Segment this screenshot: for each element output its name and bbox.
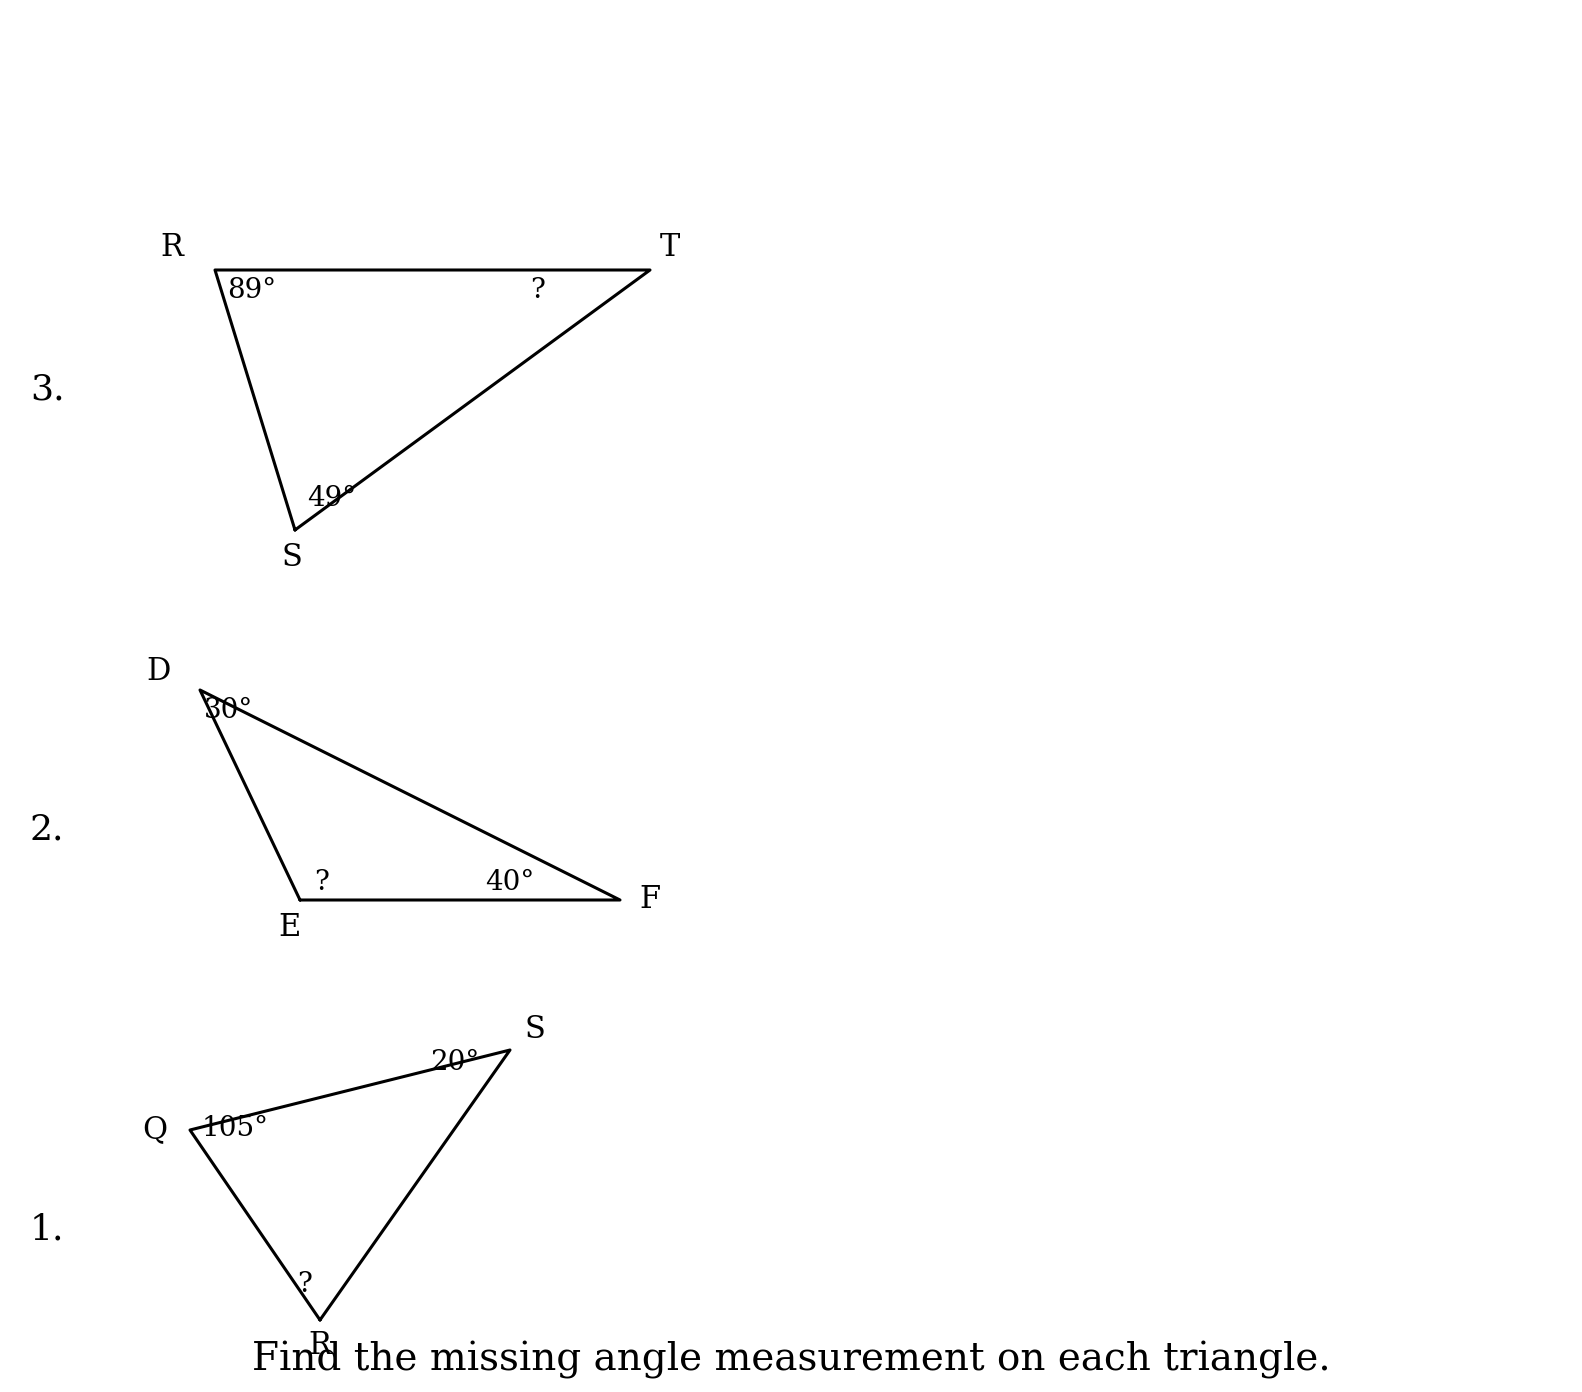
Text: R: R (308, 1329, 332, 1360)
Text: 2.: 2. (30, 813, 65, 846)
Text: S: S (525, 1015, 546, 1045)
Text: S: S (282, 543, 302, 574)
Text: ?: ? (530, 277, 546, 303)
Text: 49°: 49° (307, 484, 356, 511)
Text: D: D (146, 657, 171, 688)
Text: 30°: 30° (204, 696, 253, 724)
Text: T: T (660, 232, 680, 263)
Text: 40°: 40° (486, 869, 535, 895)
Text: ?: ? (315, 869, 329, 895)
Text: E: E (278, 913, 301, 944)
Text: 3.: 3. (30, 373, 65, 406)
Text: F: F (639, 884, 661, 916)
Text: Q: Q (142, 1115, 168, 1146)
Text: Find the missing angle measurement on each triangle.: Find the missing angle measurement on ea… (252, 1340, 1330, 1379)
Text: 20°: 20° (430, 1050, 479, 1076)
Text: R: R (160, 232, 184, 263)
Text: 1.: 1. (30, 1212, 65, 1247)
Text: ?: ? (297, 1271, 312, 1299)
Text: 89°: 89° (228, 277, 277, 303)
Text: 105°: 105° (201, 1115, 269, 1141)
